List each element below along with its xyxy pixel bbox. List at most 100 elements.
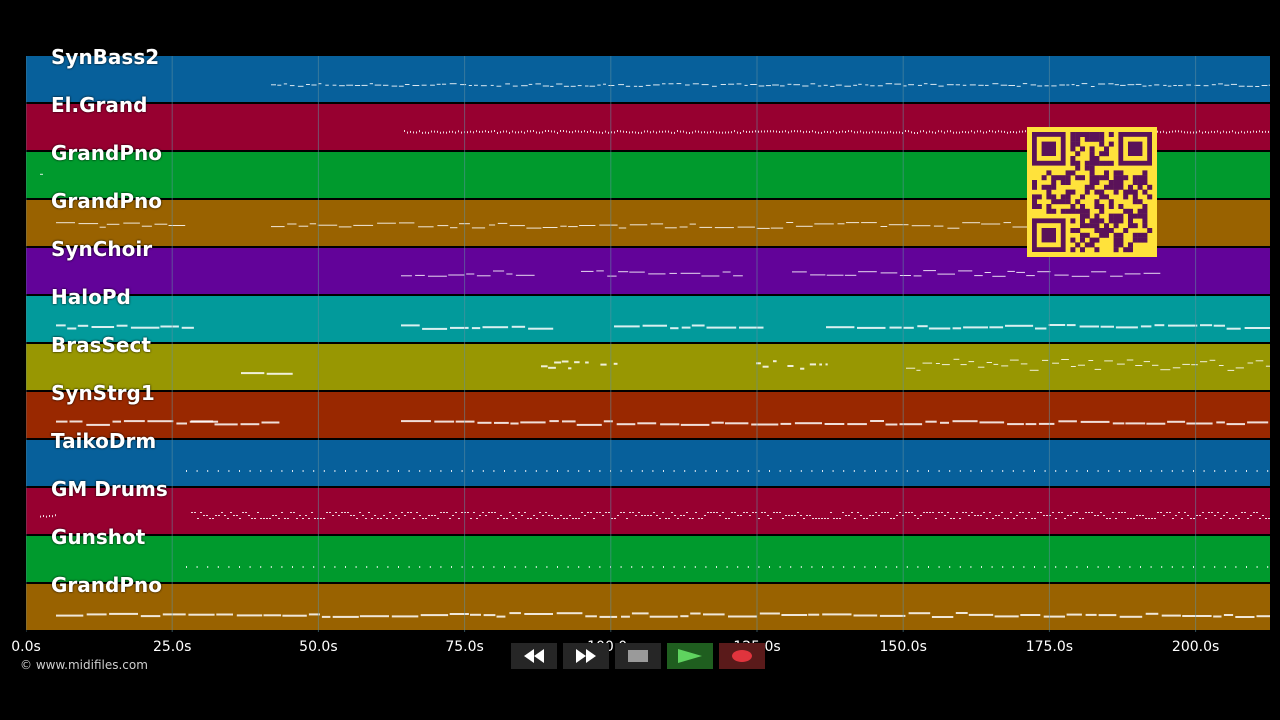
- midi-note: [461, 131, 462, 134]
- midi-note: [914, 132, 915, 134]
- midi-note: [776, 512, 778, 513]
- midi-note: [854, 131, 855, 134]
- midi-note: [451, 470, 452, 472]
- midi-note: [950, 518, 952, 519]
- midi-note: [725, 518, 727, 519]
- midi-note: [542, 131, 543, 134]
- midi-note: [412, 85, 420, 86]
- midi-note: [890, 130, 891, 133]
- midi-note: [212, 518, 214, 519]
- midi-note: [1025, 518, 1027, 519]
- track-lane[interactable]: [26, 440, 1270, 486]
- midi-note: [1194, 84, 1201, 86]
- midi-note: [1187, 131, 1188, 134]
- midi-note: [369, 83, 373, 85]
- stop-icon: [628, 650, 648, 662]
- midi-note: [446, 512, 448, 513]
- track-lane[interactable]: [26, 536, 1270, 582]
- midi-note: [1054, 274, 1069, 276]
- midi-note: [443, 512, 445, 513]
- midi-note: [482, 566, 484, 568]
- midi-note: [832, 566, 834, 568]
- midi-note: [694, 470, 696, 472]
- track-lane[interactable]: [26, 344, 1270, 390]
- midi-note: [680, 423, 710, 426]
- track-name: BrasSect: [51, 333, 151, 357]
- midi-note: [1037, 85, 1043, 87]
- midi-note: [561, 360, 569, 363]
- midi-note: [669, 272, 677, 274]
- midi-note: [123, 420, 145, 423]
- track-lane[interactable]: [26, 296, 1270, 342]
- stop-button[interactable]: [615, 643, 661, 669]
- midi-note: [323, 518, 325, 519]
- midi-note: [998, 515, 1000, 516]
- midi-note: [875, 131, 876, 134]
- midi-note: [974, 131, 975, 134]
- midi-note: [623, 512, 625, 513]
- midi-note: [866, 131, 867, 134]
- midi-note: [822, 613, 852, 616]
- track-lane[interactable]: [26, 392, 1270, 438]
- midi-note: [154, 223, 168, 225]
- midi-note: [832, 470, 834, 472]
- midi-note: [449, 83, 457, 85]
- midi-note: [1071, 275, 1090, 277]
- midi-note: [1070, 515, 1072, 516]
- play-button[interactable]: [667, 643, 713, 669]
- midi-note: [1202, 512, 1204, 513]
- track-label-wrap: SynBass2: [26, 45, 326, 69]
- midi-note: [160, 325, 179, 328]
- midi-note: [872, 515, 874, 516]
- midi-note: [596, 512, 598, 513]
- midi-note: [1139, 515, 1141, 516]
- midi-note: [141, 225, 152, 227]
- midi-note: [500, 131, 501, 134]
- midi-note: [800, 515, 802, 516]
- midi-note: [1196, 515, 1198, 516]
- midi-note: [937, 273, 955, 275]
- midi-note: [608, 131, 609, 134]
- midi-note: [970, 470, 972, 472]
- midi-note: [959, 566, 961, 568]
- track-lane[interactable]: [26, 56, 1270, 102]
- midi-note: [536, 518, 538, 519]
- midi-note: [668, 83, 674, 85]
- midi-note: [398, 566, 399, 568]
- midi-note: [578, 130, 579, 133]
- midi-note: [1169, 131, 1170, 134]
- midi-note: [725, 422, 749, 425]
- midi-note: [1049, 515, 1051, 516]
- midi-note: [575, 518, 577, 519]
- rewind-button[interactable]: [511, 643, 557, 669]
- midi-note: [959, 131, 960, 134]
- midi-note: [496, 85, 502, 87]
- midi-note: [1028, 512, 1030, 513]
- midi-note: [470, 130, 471, 133]
- midi-note: [806, 130, 807, 133]
- midi-note: [1173, 85, 1177, 86]
- record-button[interactable]: [719, 643, 765, 669]
- midi-note: [317, 224, 338, 226]
- midi-note: [923, 83, 928, 85]
- midi-note: [756, 362, 761, 365]
- midi-note: [728, 131, 729, 134]
- fast-forward-button[interactable]: [563, 643, 609, 669]
- midi-note: [930, 83, 937, 85]
- midi-note: [1163, 84, 1167, 86]
- midi-note: [545, 512, 547, 513]
- midi-note: [470, 613, 481, 616]
- midi-note: [673, 566, 675, 568]
- midi-note: [827, 131, 828, 133]
- midi-note: [485, 515, 487, 516]
- track-notes: [241, 358, 1270, 375]
- midi-note: [836, 518, 838, 519]
- midi-note: [1098, 614, 1117, 617]
- track-lane[interactable]: [26, 488, 1270, 534]
- track-lane[interactable]: [26, 584, 1270, 630]
- midi-note: [56, 614, 84, 617]
- midi-note: [43, 515, 44, 517]
- midi-note: [1220, 131, 1221, 134]
- midi-note: [1001, 130, 1002, 133]
- midi-note: [1016, 85, 1021, 87]
